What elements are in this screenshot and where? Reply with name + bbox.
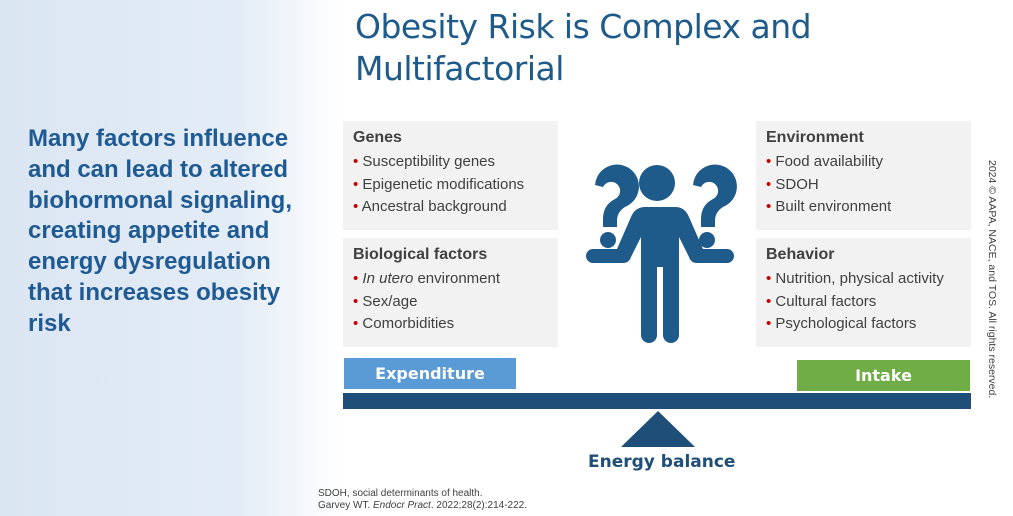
list-item: SDOH: [766, 174, 971, 197]
list-item: Epigenetic modifications: [353, 174, 558, 197]
environment-heading: Environment: [766, 129, 864, 146]
list-item: Built environment: [766, 196, 971, 219]
person-question-icon: [586, 164, 737, 343]
list-item: In utero environment: [353, 268, 558, 291]
footnote: SDOH, social determinants of health. Gar…: [318, 488, 527, 512]
list-item: Susceptibility genes: [353, 151, 558, 174]
energy-balance-label: Energy balance: [588, 452, 736, 472]
balance-beam: [343, 393, 971, 409]
footnote-citation: Garvey WT. Endocr Pract. 2022;28(2):214-…: [318, 500, 527, 512]
list-item: Food availability: [766, 151, 971, 174]
footnote-abbrev: SDOH, social determinants of health.: [318, 488, 483, 499]
biological-box: Biological factors In utero environmentS…: [343, 238, 558, 347]
cite-author: Garvey WT.: [318, 500, 374, 511]
list-text: environment: [413, 270, 501, 287]
expenditure-label: Expenditure: [344, 358, 516, 389]
list-item: Sex/age: [353, 291, 558, 314]
fulcrum-triangle: [621, 411, 695, 447]
slide-title: Obesity Risk is Complex and Multifactori…: [355, 7, 812, 88]
cite-details: . 2022;28(2):214-222.: [430, 500, 528, 511]
list-item: Ancestral background: [353, 196, 558, 219]
lead-text: Many factors influence and can lead to a…: [28, 125, 292, 337]
biological-heading: Biological factors: [353, 246, 488, 263]
list-item: Nutrition, physical activity: [766, 268, 971, 291]
intake-label: Intake: [797, 360, 970, 391]
list-item: Comorbidities: [353, 313, 558, 336]
behavior-heading: Behavior: [766, 246, 835, 263]
cite-journal: Endocr Pract: [373, 500, 431, 511]
left-gradient-panel: [0, 0, 340, 516]
list-item: Psychological factors: [766, 313, 971, 336]
copyright: 2024 © AAPA, NACE, and TOS. All rights r…: [986, 160, 998, 399]
environment-box: Environment Food availabilitySDOHBuilt e…: [756, 121, 971, 230]
italic-text: In utero: [362, 270, 414, 287]
list-item: Cultural factors: [766, 291, 971, 314]
genes-heading: Genes: [353, 129, 402, 146]
behavior-box: Behavior Nutrition, physical activityCul…: [756, 238, 971, 347]
genes-box: Genes Susceptibility genesEpigenetic mod…: [343, 121, 558, 230]
